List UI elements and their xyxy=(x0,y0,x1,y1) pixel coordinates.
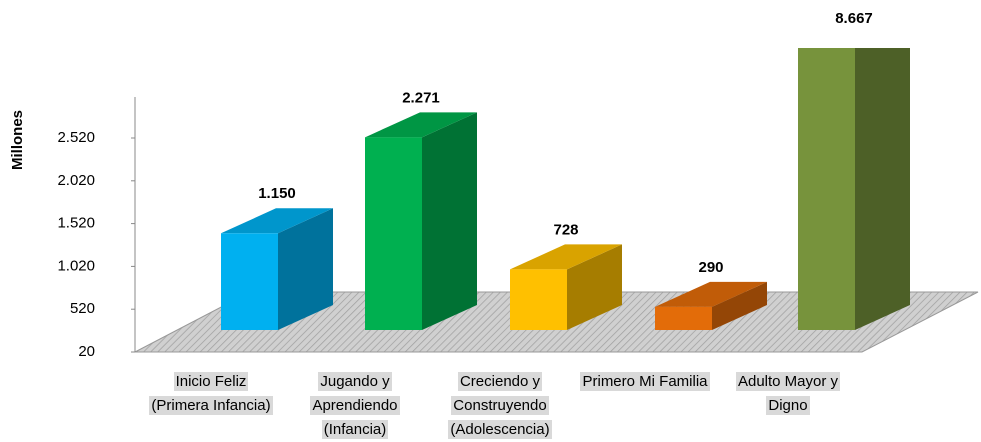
x-tick-label: Creciendo y Construyendo (Adolescencia) xyxy=(435,370,565,442)
bars xyxy=(221,48,910,331)
y-tick-label: 1.020 xyxy=(57,257,95,274)
x-tick-label: Jugando y Aprendiendo (Infancia) xyxy=(290,370,420,442)
category-text: Creciendo y Construyendo (Adolescencia) xyxy=(448,372,552,439)
bar-side xyxy=(567,244,622,330)
y-tick-label: 1.520 xyxy=(57,215,95,232)
y-tick-label: 2.520 xyxy=(57,129,95,146)
value-label: 8.667 xyxy=(835,10,873,27)
category-text: Jugando y Aprendiendo (Infancia) xyxy=(310,372,400,439)
bar-side xyxy=(712,281,767,330)
category-text: Adulto Mayor y Digno xyxy=(735,372,841,415)
bar xyxy=(798,48,855,331)
y-tick-label: 20 xyxy=(78,343,95,360)
bar-top xyxy=(510,244,622,270)
y-axis-label: Millones xyxy=(9,110,26,170)
bar-side xyxy=(422,112,477,331)
x-tick-label: Adulto Mayor y Digno xyxy=(723,370,853,418)
bar-top xyxy=(655,281,767,307)
bar-top xyxy=(365,112,477,138)
value-label: 1.150 xyxy=(258,185,296,202)
bar xyxy=(510,269,567,330)
value-label: 728 xyxy=(553,221,578,238)
bar-side xyxy=(855,48,910,330)
value-label: 2.271 xyxy=(402,89,440,106)
bar xyxy=(655,306,712,330)
category-text: Inicio Feliz (Primera Infancia) xyxy=(149,372,273,415)
x-tick-label: Primero Mi Familia xyxy=(580,370,710,394)
bar xyxy=(221,233,278,330)
bar xyxy=(365,137,422,330)
bar-top xyxy=(221,208,333,234)
bar-side xyxy=(278,208,333,330)
y-tick-label: 2.020 xyxy=(57,172,95,189)
category-text: Primero Mi Familia xyxy=(580,372,710,391)
value-label: 290 xyxy=(698,259,723,276)
y-tick-label: 520 xyxy=(70,300,95,317)
x-tick-label: Inicio Feliz (Primera Infancia) xyxy=(146,370,276,418)
